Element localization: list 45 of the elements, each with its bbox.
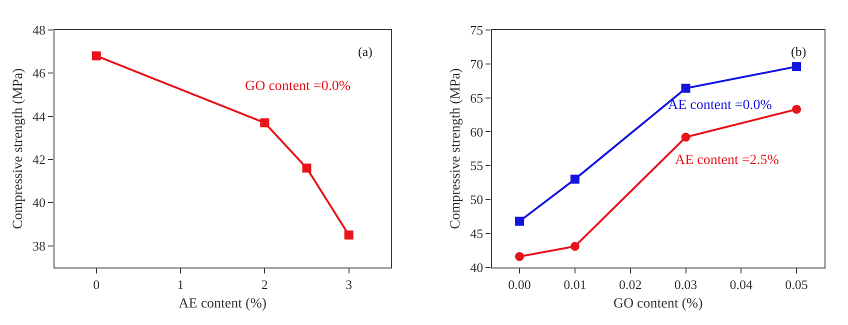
y-tick-label: 65 xyxy=(470,90,484,106)
series-label: AE content =2.5% xyxy=(675,153,780,168)
point xyxy=(681,132,690,142)
point xyxy=(792,62,802,72)
point xyxy=(570,242,580,251)
y-axis-title: Compressive strength (MPa) xyxy=(448,68,464,230)
series-label: AE content =0.0% xyxy=(668,98,772,113)
annotation: (b) xyxy=(791,44,806,59)
y-axis-title: Compressive strength (MPa) xyxy=(11,68,26,230)
series-label: GO content =0.0% xyxy=(245,79,351,94)
y-tick-label: 45 xyxy=(470,226,484,242)
point xyxy=(344,230,354,240)
point xyxy=(515,216,524,226)
x-axis-title: GO content (%) xyxy=(613,296,704,312)
x-tick-label: 0.03 xyxy=(674,277,698,292)
x-tick-label: 0 xyxy=(93,277,100,292)
point xyxy=(92,51,101,60)
point xyxy=(260,118,270,128)
point xyxy=(515,252,524,262)
point xyxy=(302,164,312,173)
y-tick-label: 42 xyxy=(32,152,46,168)
y-tick-label: 40 xyxy=(32,195,46,210)
y-tick-label: 44 xyxy=(32,108,46,124)
x-tick-label: 0.05 xyxy=(785,277,808,292)
x-tick-label: 2 xyxy=(261,277,268,292)
y-tick-label: 46 xyxy=(32,66,46,81)
y-tick-label: 60 xyxy=(470,124,484,140)
y-tick-label: 75 xyxy=(470,22,484,38)
annotation: (a) xyxy=(358,44,372,59)
y-tick-label: 50 xyxy=(470,192,484,208)
x-tick-label: 0.04 xyxy=(730,277,754,292)
x-tick-label: 0.02 xyxy=(618,277,642,292)
x-tick-label: 0.00 xyxy=(508,277,531,292)
y-tick-label: 70 xyxy=(470,56,484,72)
y-tick-label: 48 xyxy=(32,22,46,38)
x-tick-label: 1 xyxy=(177,277,184,292)
y-tick-label: 38 xyxy=(32,238,46,254)
x-tick-label: 0.01 xyxy=(564,277,586,292)
y-tick-label: 40 xyxy=(470,260,484,275)
y-tick-label: 55 xyxy=(470,158,484,174)
x-axis-title: AE content (%) xyxy=(178,296,267,312)
point xyxy=(681,84,690,93)
x-tick-label: 3 xyxy=(346,277,352,292)
point xyxy=(792,104,802,114)
point xyxy=(570,174,580,184)
